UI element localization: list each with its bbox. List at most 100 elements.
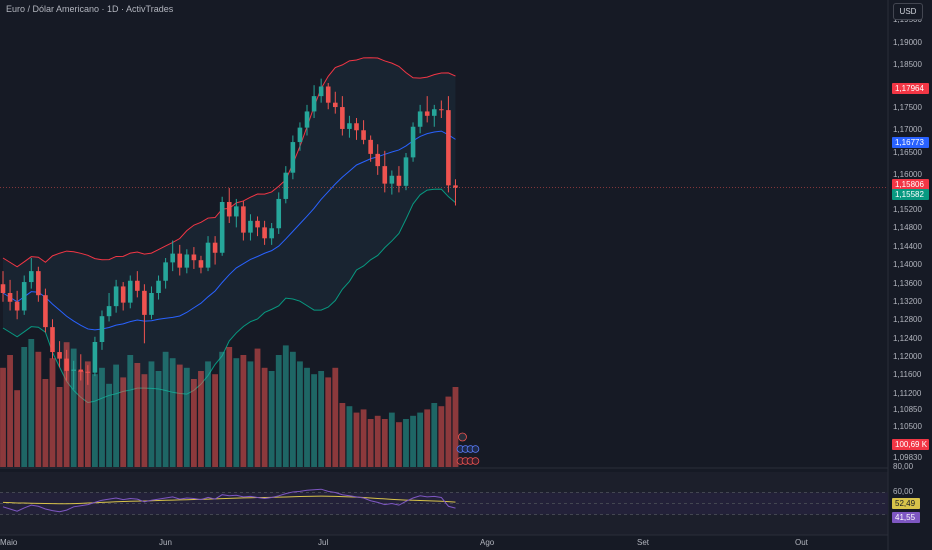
candle-body [120,286,126,303]
volume-bar [92,374,98,467]
candle [184,249,190,274]
candle-body [135,280,140,291]
price-tick-label: 1,17500 [893,103,922,112]
candle [262,220,267,245]
candle-body [332,102,338,108]
candle [135,271,140,298]
candle [431,104,437,127]
candle [113,279,119,313]
volume-bar [14,390,21,467]
price-badge: 1,15582 [892,189,929,200]
candle [226,188,232,223]
candle-body [234,206,239,217]
candle-body [36,271,41,296]
candle [241,201,246,241]
volume-bar [183,367,190,467]
candle [453,179,458,206]
candle [212,236,218,265]
candle-body [361,130,366,140]
candle [149,286,154,320]
volume-bar [226,347,233,467]
volume-bar [247,361,254,467]
volume-bar [339,403,346,467]
volume-bar [106,383,112,467]
candle-body [142,290,147,315]
volume-bar [56,387,63,467]
price-tick-label: 1,10850 [893,405,922,414]
volume-bar [318,371,325,467]
candle [439,100,444,118]
volume-bar [417,412,424,467]
candle-body [226,202,232,217]
candle-body [255,220,260,228]
candle [283,166,289,204]
candle-body [290,142,296,173]
candle-body [439,109,444,111]
candle-body [241,206,246,233]
price-tick-label: 1,18500 [893,60,922,69]
candle-body [92,342,98,373]
volume-bar [212,374,218,467]
candle-body [375,153,381,167]
volume-bar [381,419,388,467]
candle-body [78,369,84,372]
volume-bar [21,347,28,467]
candle-body [453,185,458,188]
candle [78,354,84,381]
volume-bar [261,367,268,467]
candle [106,293,112,322]
volume-bar [120,377,127,467]
price-tick-label: 1,14800 [893,223,922,232]
candle-body [396,175,402,186]
candle [311,85,317,118]
candle-body [163,262,168,281]
candle-body [205,242,211,268]
candle-body [297,127,303,143]
candle [318,78,324,103]
rsi-tick-label: 80,00 [893,462,914,471]
candle-body [382,166,388,184]
time-tick-label: Maio [0,538,18,547]
candle-body [43,295,48,328]
volume-bar [141,374,148,467]
candle [163,258,168,289]
volume-bar [374,415,381,467]
volume-bar [77,371,84,467]
candle-body [0,284,6,293]
candle [92,336,98,377]
volume-bar [445,396,452,467]
volume-bar [424,409,431,467]
event-icon [471,445,480,453]
volume-bar [42,379,49,467]
candle-body [311,96,317,112]
volume-bar [353,412,360,467]
price-badge: 100,69 K [892,439,929,450]
candle [205,236,211,272]
currency-selector[interactable]: USD [893,3,923,20]
candle [156,275,161,300]
candle [219,196,225,256]
rsi-tick-label: 60,00 [893,487,914,496]
volume-bar [134,363,141,467]
symbol-title[interactable]: Euro / Dólar Americano · 1D · ActivTrade… [6,4,174,14]
candle [14,290,20,320]
candle [248,214,253,241]
volume-bar [325,377,332,467]
candle [290,135,296,180]
price-badge: 1,16773 [892,137,929,148]
volume-bar [148,361,155,467]
volume-bar [360,409,367,467]
candle [71,360,76,390]
volume-bar [99,367,105,467]
volume-bar [254,348,261,467]
volume-bar [452,387,459,467]
candle [325,83,331,110]
candle [170,240,175,272]
volume-bar [169,358,176,467]
price-tick-label: 1,15200 [893,205,922,214]
time-tick-label: Set [637,538,650,547]
price-tick-label: 1,12800 [893,315,922,324]
candle-body [177,253,183,268]
